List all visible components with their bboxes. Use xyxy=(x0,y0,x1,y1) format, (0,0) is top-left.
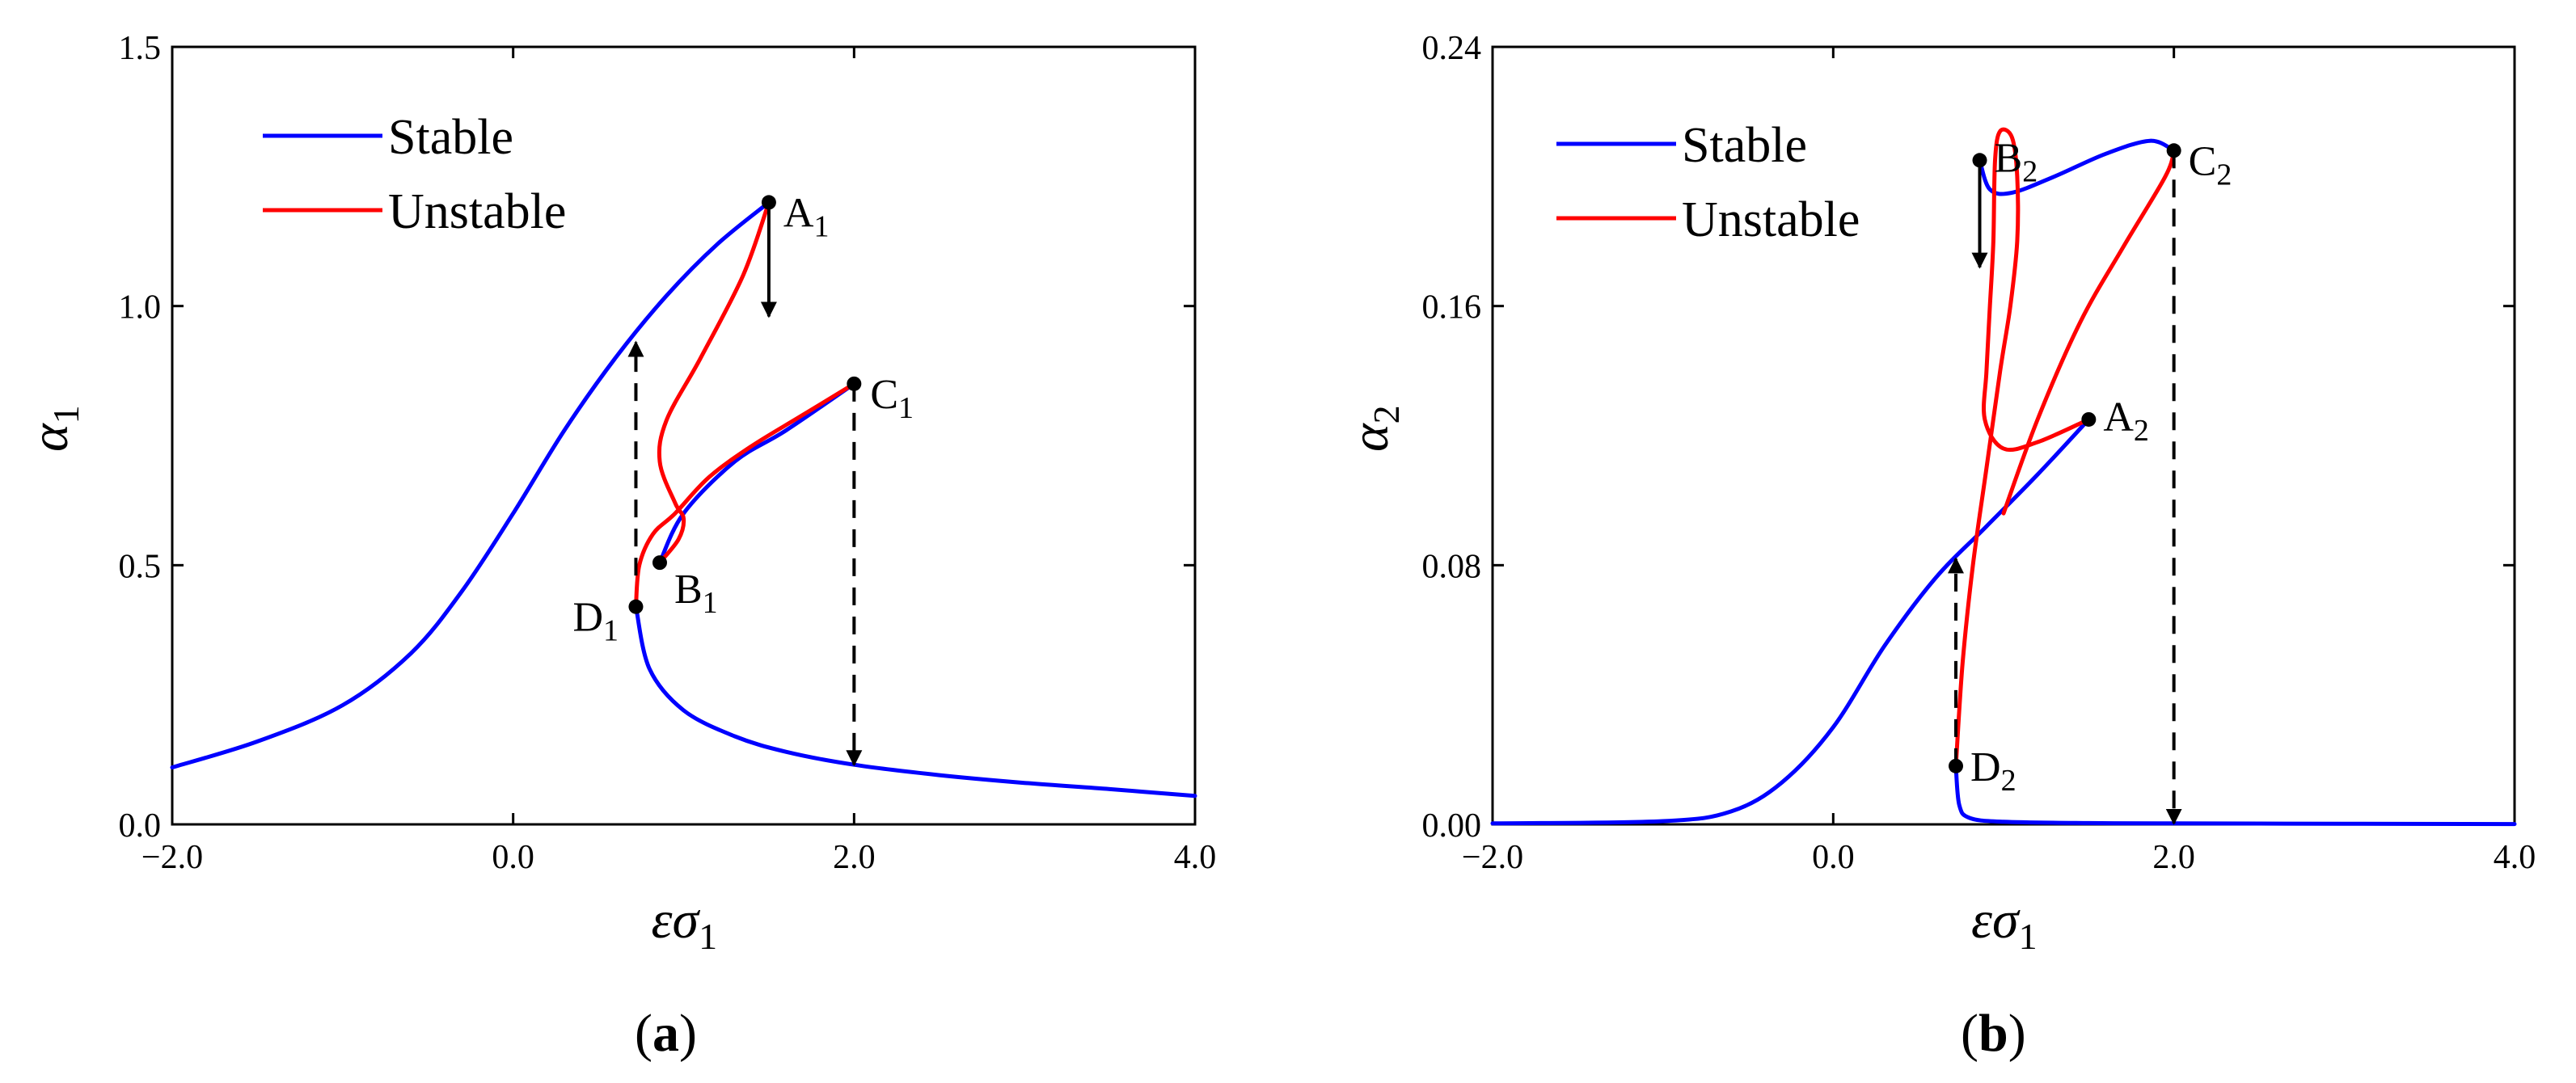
y-tick-label-a: 0.0 xyxy=(119,807,162,845)
y-tick-label-b: 0.00 xyxy=(1422,807,1482,845)
point-label-b-b: B2 xyxy=(1995,135,2038,188)
x-tick-label-b: −2.0 xyxy=(1462,839,1523,876)
point-marker-d-b xyxy=(1949,758,1964,773)
point-label-sub-a-a: 1 xyxy=(813,209,829,243)
point-label-main-d-b: D xyxy=(1970,744,2001,790)
point-label-sub-c-b: 2 xyxy=(2216,158,2232,192)
caption-close-b: ) xyxy=(2008,1004,2026,1063)
y-tick-label-b: 0.24 xyxy=(1422,30,1482,67)
y-axis-label-main-b: α xyxy=(1341,423,1400,452)
point-label-a-a: A1 xyxy=(783,190,830,243)
series-line-unstable-a-3 xyxy=(657,200,771,565)
series-line-stable-a-0 xyxy=(170,200,771,769)
series-line-unstable-a-4 xyxy=(634,381,856,609)
point-label-c-b: C2 xyxy=(2189,138,2232,192)
caption-letter-b: b xyxy=(1978,1004,2008,1063)
point-marker-a-b xyxy=(2081,411,2097,427)
y-tick-label-a: 1.0 xyxy=(119,289,162,327)
series-line-unstable-b-3 xyxy=(1953,127,2091,769)
legend-a: Stable Unstable xyxy=(263,110,566,239)
y-tick-label-a: 1.5 xyxy=(119,30,162,67)
point-marker-d-a xyxy=(628,599,644,614)
point-label-main-a-b: A xyxy=(2103,394,2134,440)
y-axis-label-sub-a: 1 xyxy=(45,405,87,424)
point-label-main-c-a: C xyxy=(870,372,898,418)
point-label-main-c-b: C xyxy=(2189,138,2217,184)
point-label-main-b-a: B xyxy=(674,567,703,613)
series-line-stable-b-2 xyxy=(1978,138,2177,196)
point-marker-c-b xyxy=(2166,143,2181,158)
point-label-b-a: B1 xyxy=(674,567,718,620)
arrow-layer-b xyxy=(1948,150,2182,825)
x-axis-label-b: εσ1 xyxy=(1971,891,2038,957)
y-axis-label-sub-b: 2 xyxy=(1366,405,1407,424)
caption-letter-a: a xyxy=(652,1004,679,1063)
point-marker-a-a xyxy=(761,195,776,210)
point-label-sub-b-b: 2 xyxy=(2022,154,2038,188)
legend-label-stable-a: Stable xyxy=(388,110,513,165)
y-axis-label-a: α1 xyxy=(20,405,87,452)
x-axis-label-main-b: εσ xyxy=(1971,891,2021,950)
point-label-main-a-a: A xyxy=(783,190,814,236)
point-label-main-d-a: D xyxy=(572,595,603,641)
legend-label-unstable-b: Unstable xyxy=(1682,192,1860,247)
y-tick-label-a: 0.5 xyxy=(119,548,162,585)
series-layer-a xyxy=(170,200,1197,799)
series-line-stable-b-1 xyxy=(1953,764,2517,827)
legend-label-stable-b: Stable xyxy=(1682,118,1807,173)
x-tick-label-a: 0.0 xyxy=(492,839,534,876)
x-tick-label-a: 2.0 xyxy=(833,839,876,876)
plot-frame-a xyxy=(171,45,1197,826)
y-axis-label-main-a: α xyxy=(20,423,79,452)
point-label-sub-d-a: 1 xyxy=(603,614,619,648)
y-tick-label-b: 0.08 xyxy=(1422,548,1482,585)
point-label-c-a: C1 xyxy=(870,372,914,425)
point-label-main-b-b: B xyxy=(1995,135,2023,181)
point-label-a-b: A2 xyxy=(2103,394,2149,448)
series-layer-b xyxy=(1490,127,2517,827)
point-label-sub-a-b: 2 xyxy=(2134,414,2149,448)
x-tick-label-b: 0.0 xyxy=(1812,839,1855,876)
x-axis-label-sub-a: 1 xyxy=(699,916,717,957)
axes-layer-a: −2.0 0.0 2.0 4.00.00.51.01.5 xyxy=(119,30,1217,876)
caption-close-a: ) xyxy=(679,1004,697,1063)
point-label-d-b: D2 xyxy=(1970,744,2016,798)
point-label-d-a: D1 xyxy=(572,595,619,648)
panel-caption-b: (b) xyxy=(1961,1004,2026,1063)
y-axis-label-b: α2 xyxy=(1341,405,1407,452)
x-tick-label-b: 2.0 xyxy=(2152,839,2195,876)
point-label-sub-b-a: 1 xyxy=(703,586,718,620)
x-tick-label-a: −2.0 xyxy=(141,839,203,876)
point-marker-b-b xyxy=(1972,153,1987,168)
x-axis-label-sub-b: 1 xyxy=(2019,916,2038,957)
legend-b: Stable Unstable xyxy=(1556,118,1860,247)
x-axis-label-main-a: εσ xyxy=(652,891,701,950)
arrow-layer-a xyxy=(627,202,863,767)
series-line-stable-a-2 xyxy=(657,381,856,565)
x-axis-label-a: εσ1 xyxy=(652,891,718,957)
legend-label-unstable-a: Unstable xyxy=(388,184,566,239)
caption-open-a: ( xyxy=(635,1004,652,1063)
point-marker-b-a xyxy=(652,555,667,571)
point-label-sub-c-a: 1 xyxy=(898,391,914,425)
axes-layer-b: −2.0 0.0 2.0 4.0 0.00 0.08 0.16 0.24 xyxy=(1422,30,2536,876)
y-tick-label-b: 0.16 xyxy=(1422,289,1482,327)
point-label-sub-d-b: 2 xyxy=(2001,764,2016,798)
panel-caption-a: (a) xyxy=(635,1004,697,1063)
x-tick-label-b: 4.0 xyxy=(2494,839,2536,876)
plot-frame-b xyxy=(1491,45,2516,826)
x-tick-label-a: 4.0 xyxy=(1174,839,1217,876)
point-marker-c-a xyxy=(847,376,862,391)
series-line-unstable-b-4 xyxy=(2001,148,2177,516)
caption-open-b: ( xyxy=(1961,1004,1978,1063)
series-line-stable-a-1 xyxy=(634,605,1197,799)
